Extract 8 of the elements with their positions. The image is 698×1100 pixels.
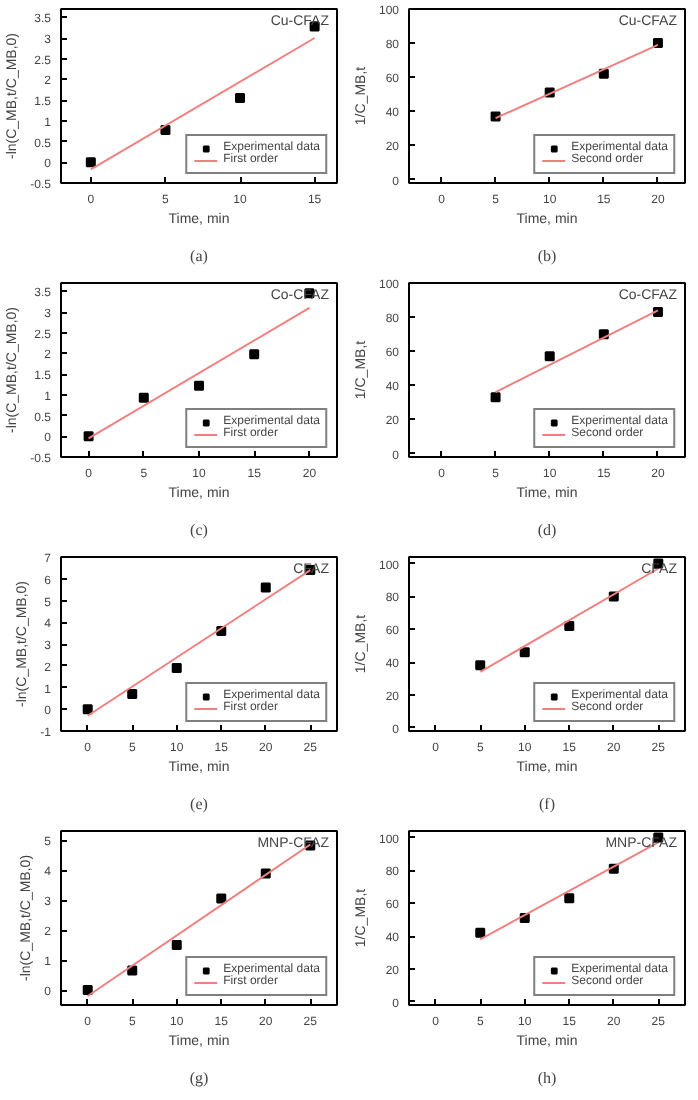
text: (c): [190, 521, 209, 539]
text: (e): [190, 795, 209, 813]
text: (a): [190, 247, 209, 265]
text: (d): [537, 521, 557, 539]
text: (h): [537, 1069, 557, 1087]
text: (b): [537, 247, 557, 265]
text: (f): [539, 795, 556, 813]
text: (g): [189, 1069, 209, 1087]
